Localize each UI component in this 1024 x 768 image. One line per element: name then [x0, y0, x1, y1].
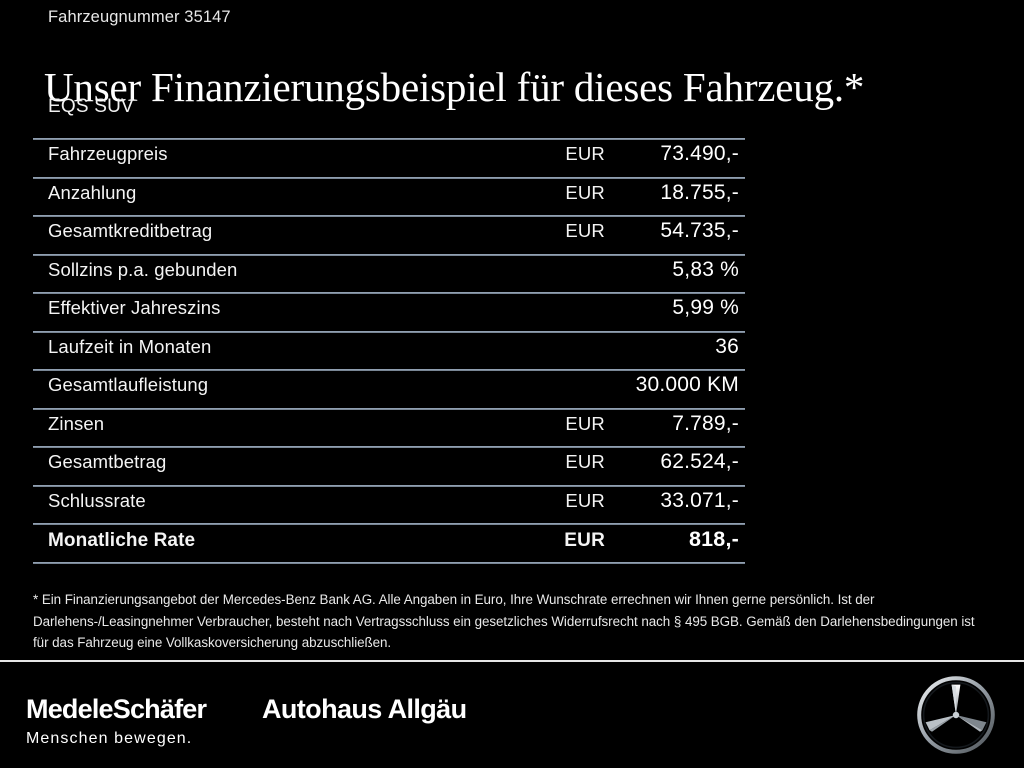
row-label: Sollzins p.a. gebunden — [48, 258, 238, 280]
row-currency: EUR — [565, 451, 605, 472]
table-rule — [33, 176, 745, 179]
row-value: 36 — [715, 334, 739, 358]
table-row: Sollzins p.a. gebunden 5,83 % — [33, 256, 745, 293]
table-rule — [33, 138, 745, 140]
table-rule — [33, 369, 745, 371]
row-label: Zinsen — [48, 412, 105, 434]
footnote-text: * Ein Finanzierungsangebot der Mercedes-… — [33, 592, 975, 651]
table-row: Gesamtkreditbetrag EUR 54.735,- — [33, 217, 745, 254]
row-value: 5,83 % — [672, 257, 739, 281]
row-currency: EUR — [565, 489, 605, 511]
row-label: Anzahlung — [48, 181, 137, 203]
dealer-logo: MedeleSchäfer Menschen bewegen. — [26, 694, 207, 752]
table-rule — [33, 523, 745, 525]
table-row: Gesamtlaufleistung 30.000 KM — [33, 371, 745, 408]
row-value: 18.755,- — [660, 180, 739, 204]
table-row: Schlussrate EUR 33.071,- — [33, 487, 745, 524]
dealer-second-name: Autohaus Allgäu — [262, 694, 467, 724]
table-rule — [33, 446, 745, 448]
row-currency: EUR — [564, 530, 605, 551]
row-value: 62.524,- — [660, 450, 739, 473]
row-label: Schlussrate — [48, 489, 146, 511]
vehicle-number: Fahrzeugnummer 35147 — [48, 8, 231, 26]
table-row: Laufzeit in Monaten 36 — [33, 333, 745, 370]
table-row: Zinsen EUR 7.789,- — [33, 410, 745, 447]
row-value: 54.735,- — [660, 219, 739, 242]
row-label: Effektiver Jahreszins — [48, 297, 221, 318]
row-currency: EUR — [565, 143, 605, 164]
row-label: Gesamtlaufleistung — [48, 374, 209, 395]
table-rule — [33, 253, 745, 256]
table-rule — [33, 215, 745, 217]
table-rule — [33, 292, 745, 294]
row-currency: EUR — [565, 181, 605, 203]
table-rule — [33, 561, 745, 564]
row-value: 7.789,- — [672, 411, 739, 435]
footer-divider — [0, 660, 1024, 662]
table-row: Anzahlung EUR 18.755,- — [33, 179, 745, 216]
vehicle-model: EQS SUV — [48, 96, 134, 117]
row-value: 818,- — [688, 527, 739, 551]
table-row: Effektiver Jahreszins 5,99 % — [33, 294, 745, 331]
finance-table: Fahrzeugpreis EUR 73.490,- Anzahlung EUR 18.7… — [33, 138, 745, 564]
row-label: Fahrzeugpreis — [48, 143, 168, 164]
row-value: 30.000 KM — [635, 373, 739, 396]
table-rule — [33, 330, 745, 333]
row-value: 5,99 % — [672, 296, 739, 319]
table-row: Fahrzeugpreis EUR 73.490,- — [33, 140, 745, 177]
mercedes-benz-star-icon — [916, 675, 996, 755]
table-row: Gesamtbetrag EUR 62.524,- — [33, 448, 745, 485]
table-row: Monatliche Rate EUR 818,- — [33, 525, 745, 562]
row-label: Gesamtbetrag — [48, 451, 167, 472]
dealer-claim: Menschen bewegen. — [26, 730, 193, 747]
table-rule — [33, 407, 745, 410]
row-currency: EUR — [565, 412, 605, 434]
dealer-name: MedeleSchäfer — [26, 694, 207, 724]
row-currency: EUR — [565, 220, 605, 241]
table-rule — [33, 484, 745, 487]
row-label: Laufzeit in Monaten — [48, 335, 212, 357]
row-label: Monatliche Rate — [48, 530, 196, 551]
row-label: Gesamtkreditbetrag — [48, 220, 213, 241]
row-value: 33.071,- — [660, 488, 739, 512]
page-title: Unser Finanzierungsbeispiel für dieses F… — [44, 64, 865, 111]
row-value: 73.490,- — [660, 142, 739, 165]
